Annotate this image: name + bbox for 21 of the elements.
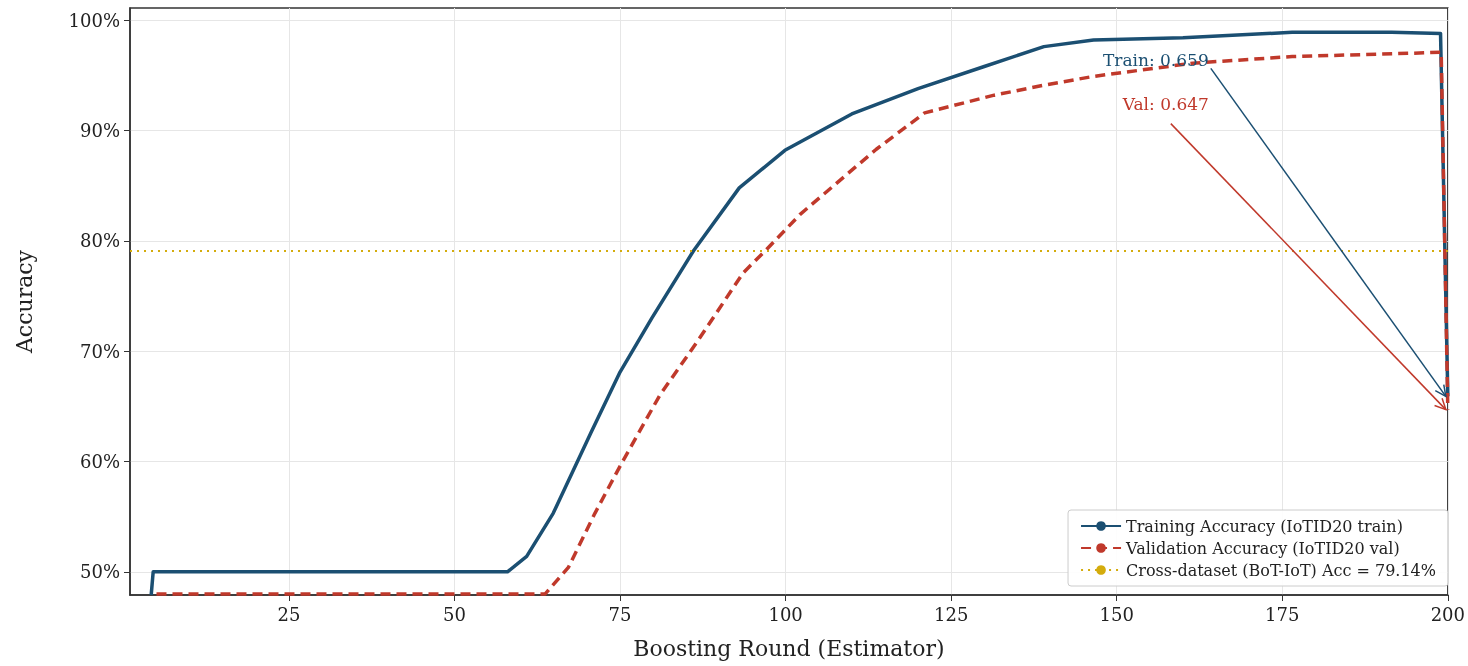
legend-label: Training Accuracy (IoTID20 train) bbox=[1126, 516, 1403, 536]
y-tick-label: 60% bbox=[79, 450, 120, 472]
y-axis-title: Accuracy bbox=[11, 249, 37, 355]
x-tick-label: 175 bbox=[1265, 603, 1300, 625]
x-tick-label: 100 bbox=[768, 603, 803, 625]
x-tick-label: 75 bbox=[608, 603, 632, 625]
legend-label: Cross-dataset (BoT-IoT) Acc = 79.14% bbox=[1126, 560, 1437, 580]
x-tick-label: 200 bbox=[1430, 603, 1465, 625]
x-axis-title: Boosting Round (Estimator) bbox=[633, 635, 945, 661]
x-tick-label: 150 bbox=[1099, 603, 1134, 625]
y-tick-label: 50% bbox=[79, 561, 120, 583]
annotation: Train: 0.659 bbox=[1102, 50, 1209, 71]
y-tick-label: 90% bbox=[79, 119, 120, 141]
legend-label: Validation Accuracy (IoTID20 val) bbox=[1125, 538, 1400, 558]
x-tick-label: 50 bbox=[443, 603, 466, 625]
x-tick-label: 125 bbox=[933, 603, 969, 625]
y-tick-label: 70% bbox=[79, 340, 120, 362]
y-tick-label: 80% bbox=[79, 230, 120, 252]
annotation: Val: 0.647 bbox=[1121, 93, 1209, 114]
x-tick-label: 25 bbox=[277, 603, 301, 625]
y-tick-label: 100% bbox=[68, 9, 120, 31]
